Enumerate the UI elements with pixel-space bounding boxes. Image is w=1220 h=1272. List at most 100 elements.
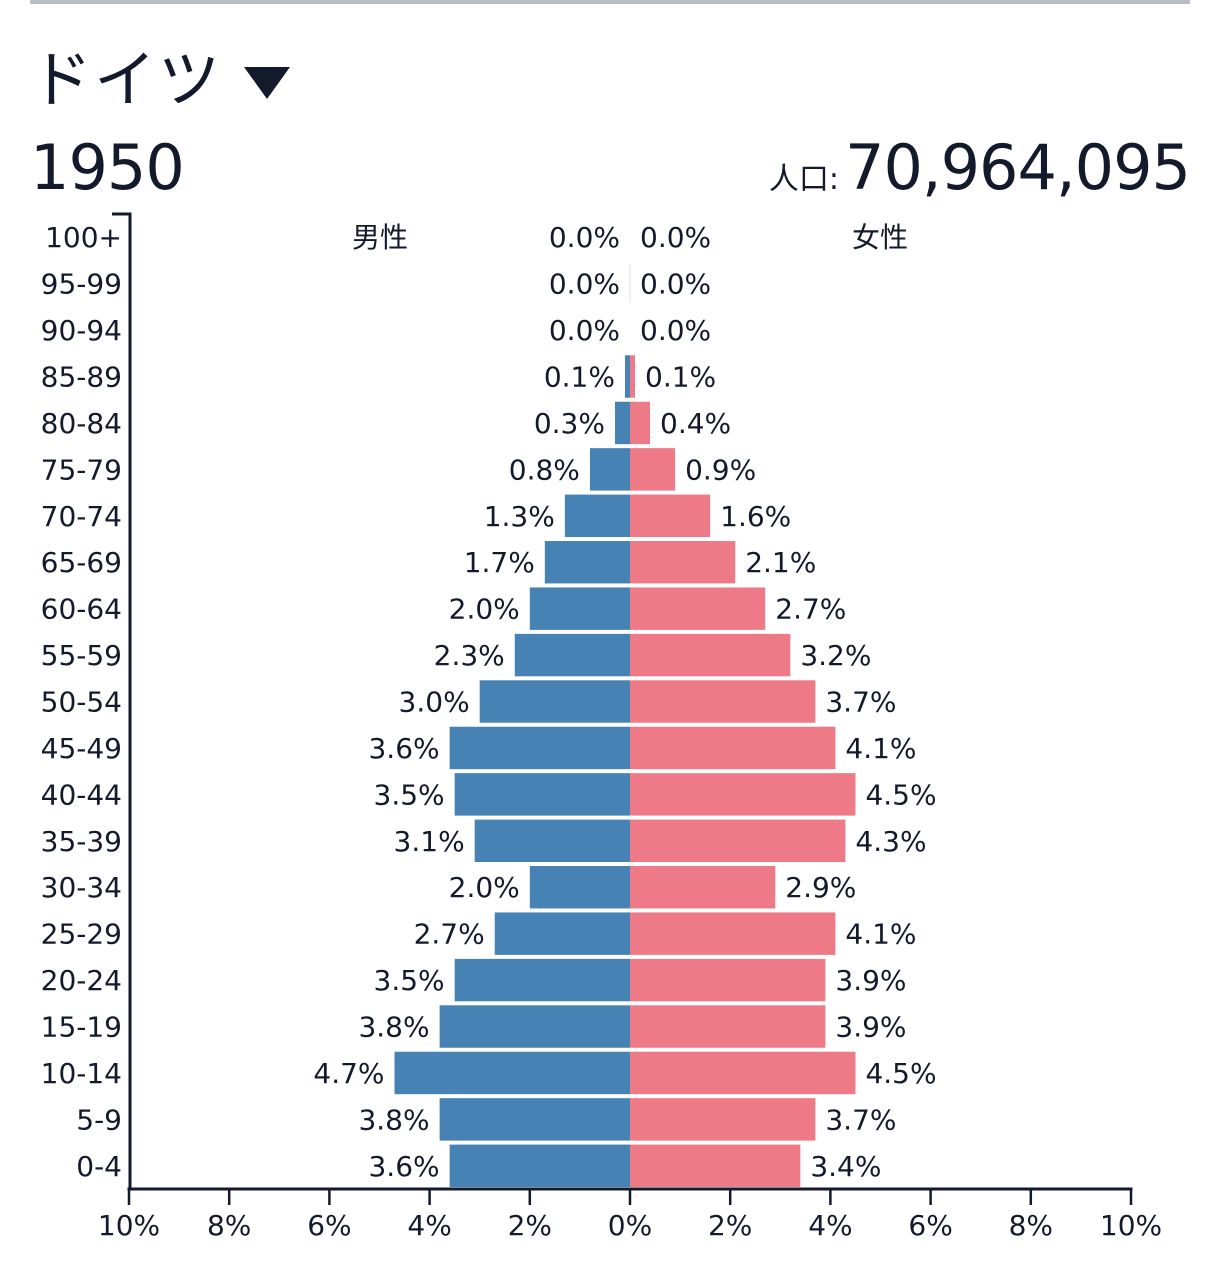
male-bar [474, 819, 630, 863]
x-tick-label: 6% [908, 1209, 952, 1242]
age-group-label: 5-9 [76, 1103, 122, 1136]
male-bar [454, 958, 630, 1002]
male-value-label: 0.8% [509, 453, 580, 486]
female-bar [630, 633, 791, 677]
population-display: 人口: 70,964,095 [768, 128, 1191, 208]
age-group-label: 55-59 [41, 639, 122, 672]
male-bar [564, 494, 630, 538]
female-bar [630, 726, 836, 770]
age-group-label: 35-39 [41, 825, 122, 858]
male-bar [449, 726, 630, 770]
age-group-label: 60-64 [41, 593, 122, 626]
female-bar [630, 773, 856, 816]
female-bar [630, 1051, 856, 1095]
female-bar [630, 680, 816, 723]
male-value-label: 1.7% [464, 546, 535, 579]
female-value-label: 3.7% [825, 1103, 896, 1136]
male-bar [494, 912, 630, 955]
age-group-label: 25-29 [41, 918, 122, 951]
population-value: 70,964,095 [845, 131, 1191, 204]
female-bar [630, 866, 776, 909]
male-value-label: 0.1% [544, 361, 615, 394]
x-tick-label: 10% [98, 1209, 160, 1242]
female-value-label: 2.1% [745, 546, 816, 579]
male-bar [439, 1005, 630, 1048]
country-name: ドイツ [30, 43, 223, 116]
female-bar [630, 912, 836, 955]
female-bar [630, 1144, 801, 1188]
female-value-label: 0.1% [645, 361, 716, 394]
female-bar [630, 541, 736, 584]
x-tick-label: 2% [708, 1209, 752, 1242]
male-value-label: 0.0% [549, 221, 620, 254]
male-value-label: 0.0% [549, 314, 620, 347]
x-tick-label: 4% [407, 1209, 451, 1242]
female-bar [630, 958, 826, 1002]
male-value-label: 3.5% [374, 964, 445, 997]
female-bar [630, 1005, 826, 1048]
x-tick-label: 8% [1009, 1209, 1053, 1242]
male-value-label: 1.3% [484, 500, 555, 533]
male-value-label: 2.3% [434, 639, 505, 672]
age-group-label: 50-54 [41, 686, 122, 719]
age-group-label: 85-89 [41, 361, 122, 394]
age-group-label: 65-69 [41, 546, 122, 579]
x-tick-label: 6% [307, 1209, 351, 1242]
male-value-label: 2.7% [414, 918, 485, 951]
age-group-label: 80-84 [41, 407, 122, 440]
male-bar [529, 587, 630, 630]
female-bar [630, 819, 846, 863]
male-value-label: 4.7% [313, 1057, 384, 1090]
male-value-label: 3.1% [394, 825, 465, 858]
age-group-label: 90-94 [41, 314, 122, 347]
male-value-label: 0.0% [549, 268, 620, 301]
female-value-label: 3.9% [835, 1011, 906, 1044]
male-value-label: 2.0% [449, 871, 520, 904]
female-value-label: 0.0% [640, 268, 711, 301]
age-group-label: 75-79 [41, 453, 122, 486]
x-tick-label: 4% [808, 1209, 852, 1242]
male-value-label: 0.3% [534, 407, 605, 440]
female-value-label: 4.5% [865, 1057, 936, 1090]
female-value-label: 3.2% [800, 639, 871, 672]
male-bar [514, 633, 630, 677]
age-group-label: 10-14 [41, 1057, 122, 1090]
female-value-label: 0.9% [685, 453, 756, 486]
x-tick-label: 2% [508, 1209, 552, 1242]
female-value-label: 2.7% [775, 593, 846, 626]
age-group-label: 0-4 [76, 1150, 122, 1183]
female-value-label: 0.0% [640, 314, 711, 347]
male-bar [544, 541, 630, 584]
female-legend-label: 女性 [852, 221, 908, 254]
female-bar [630, 587, 766, 630]
female-bar [630, 355, 636, 398]
male-bar [449, 1144, 630, 1188]
age-group-label: 30-34 [41, 871, 122, 904]
female-bar [630, 448, 676, 491]
female-value-label: 4.5% [865, 778, 936, 811]
male-bar [589, 448, 630, 491]
age-group-label: 15-19 [41, 1011, 122, 1044]
age-group-label: 70-74 [41, 500, 122, 533]
age-group-label: 95-99 [41, 268, 122, 301]
male-bar [479, 680, 630, 723]
population-label: 人口: [768, 162, 839, 197]
male-value-label: 2.0% [449, 593, 520, 626]
year-label: 1950 [30, 131, 185, 204]
age-group-label: 100+ [45, 221, 122, 254]
top-divider [30, 0, 1190, 4]
male-value-label: 3.6% [368, 732, 439, 765]
female-value-label: 4.1% [845, 918, 916, 951]
male-bar [454, 773, 630, 816]
age-group-label: 20-24 [41, 964, 122, 997]
male-value-label: 3.8% [358, 1011, 429, 1044]
male-legend-label: 男性 [352, 221, 408, 254]
country-selector[interactable]: ドイツ [30, 40, 292, 120]
age-group-label: 40-44 [41, 778, 122, 811]
female-value-label: 0.0% [640, 221, 711, 254]
female-value-label: 2.9% [785, 871, 856, 904]
female-bar [630, 1098, 816, 1141]
male-value-label: 3.6% [368, 1150, 439, 1183]
age-group-label: 45-49 [41, 732, 122, 765]
